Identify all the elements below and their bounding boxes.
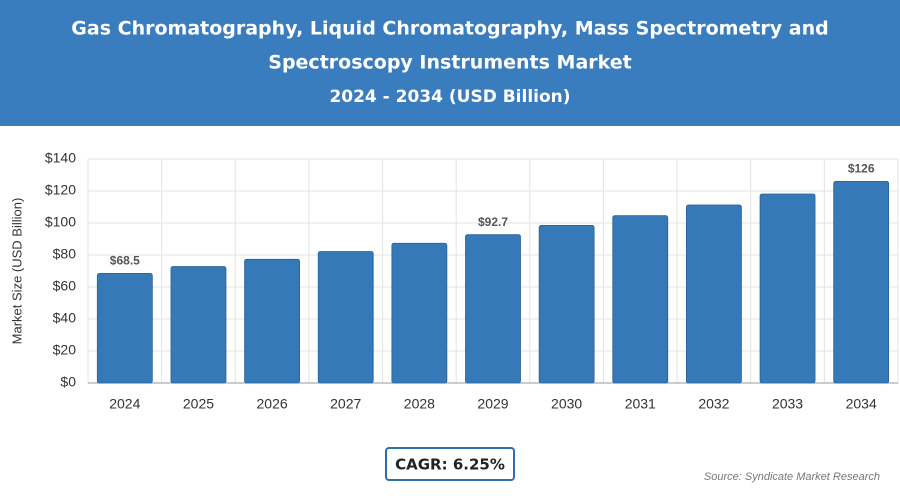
chart-title: Gas Chromatography, Liquid Chromatograph…: [71, 18, 828, 40]
x-tick-label: 2034: [846, 396, 877, 412]
x-tick-label: 2028: [404, 396, 435, 412]
y-tick-label: $100: [45, 214, 76, 230]
chart-subtitle: 2024 - 2034 (USD Billion): [329, 87, 570, 107]
y-axis-title: Market Size (USD Billion): [9, 198, 24, 345]
x-tick-label: 2029: [477, 396, 508, 412]
x-tick-label: 2032: [698, 396, 729, 412]
bar: [759, 193, 816, 384]
bar: [686, 204, 742, 384]
x-tick-label: 2024: [109, 396, 140, 412]
y-tick-label: $80: [53, 246, 77, 262]
y-tick-label: $20: [53, 342, 77, 358]
chart-title: Spectroscopy Instruments Market: [268, 52, 631, 74]
y-tick-label: $140: [45, 150, 76, 166]
y-tick-label: $40: [53, 310, 77, 326]
bar: [612, 215, 669, 384]
bar: [465, 234, 521, 384]
source-note: Source: Syndicate Market Research: [704, 471, 880, 483]
x-tick-label: 2033: [772, 396, 803, 412]
data-label: $68.5: [110, 254, 140, 268]
y-tick-label: $0: [60, 374, 76, 390]
y-tick-label: $60: [53, 278, 77, 294]
x-tick-label: 2026: [257, 396, 288, 412]
header-band: [0, 0, 900, 126]
bar: [538, 224, 595, 384]
bar: [96, 272, 153, 384]
bar: [317, 251, 374, 384]
x-tick-label: 2031: [625, 396, 656, 412]
data-label: $92.7: [478, 215, 508, 229]
x-tick-label: 2025: [183, 396, 214, 412]
x-tick-label: 2030: [551, 396, 582, 412]
y-tick-label: $120: [45, 182, 76, 198]
x-tick-label: 2027: [330, 396, 361, 412]
cagr-box: [385, 447, 515, 481]
bar: [833, 180, 890, 384]
bar: [244, 258, 300, 384]
cagr-label: CAGR: 6.25%: [395, 456, 505, 474]
data-label: $126: [848, 162, 875, 176]
bar: [391, 242, 448, 384]
bar: [170, 266, 227, 384]
